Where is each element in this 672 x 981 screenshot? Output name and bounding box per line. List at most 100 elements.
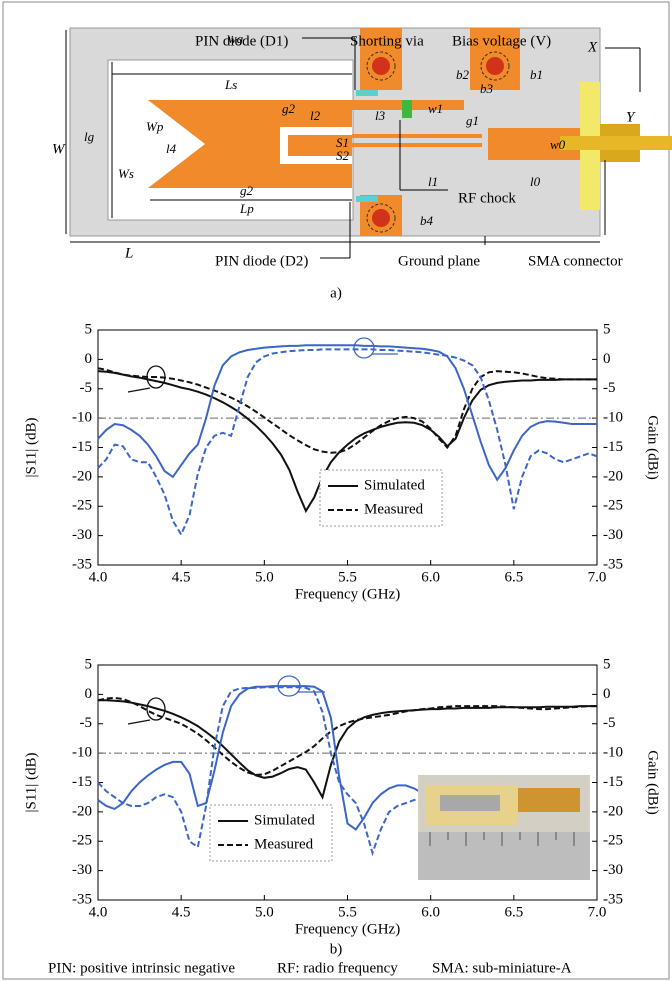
x-tick-label: 7.0 — [588, 569, 607, 585]
label: b2 — [456, 67, 470, 82]
x-tick-label: 5.0 — [255, 569, 274, 585]
legend-box — [319, 469, 443, 527]
label: S1 — [336, 135, 349, 150]
y-tick-label: -5 — [80, 380, 93, 396]
label: l1 — [428, 174, 438, 189]
curve-marker — [353, 337, 375, 359]
y-tick-label: -10 — [72, 745, 92, 761]
series-line — [97, 348, 598, 537]
y2-tick-label: -20 — [603, 468, 623, 484]
label: b1 — [530, 67, 543, 82]
y2-tick-label: -10 — [603, 410, 623, 426]
y-tick-label: -30 — [72, 527, 92, 543]
curve-marker — [146, 365, 166, 389]
y2-tick-label: 0 — [603, 686, 611, 702]
label: Ws — [118, 166, 134, 181]
label: lg — [84, 129, 95, 144]
y-tick-label: -35 — [72, 891, 92, 907]
x-tick-label: 6.5 — [504, 904, 523, 920]
caption: b) — [330, 941, 343, 957]
series-line — [97, 686, 431, 857]
via — [372, 57, 390, 75]
x-axis-label: Frequency (GHz) — [295, 586, 400, 602]
y2-tick-label: -25 — [603, 498, 623, 514]
label: g2 — [240, 183, 254, 198]
x-tick-label: 5.0 — [255, 904, 274, 920]
x-tick-label: 5.5 — [338, 569, 357, 585]
via-ring — [366, 51, 396, 81]
y2-tick-label: -30 — [603, 862, 623, 878]
y-tick-label: -25 — [72, 833, 92, 849]
label: X — [587, 39, 598, 55]
arrow — [127, 387, 151, 393]
pin-diode — [356, 196, 378, 202]
y-tick-label: 0 — [85, 351, 93, 367]
label: Y — [626, 109, 636, 125]
legend-box — [209, 804, 333, 862]
label: g2 — [282, 101, 296, 116]
y2-axis-label: Gain (dBi) — [645, 750, 661, 815]
patch — [148, 100, 352, 188]
label: PIN diode (D2) — [215, 253, 308, 269]
antenna-diagram: PIN diode (D1) Shorting via Bias voltage… — [52, 27, 672, 301]
x-tick-label: 5.5 — [338, 904, 357, 920]
y2-tick-label: -15 — [603, 439, 623, 455]
series-line — [97, 370, 597, 514]
legend-label: Simulated — [254, 812, 315, 828]
curve-marker — [277, 675, 301, 697]
label: L — [124, 245, 133, 261]
x-tick-label: 6.0 — [421, 904, 440, 920]
dimension-lines — [65, 30, 641, 259]
footnote: RF: radio frequency — [277, 960, 398, 976]
curve-marker — [146, 697, 166, 721]
via — [372, 209, 390, 227]
y-tick-label: -35 — [72, 556, 92, 572]
y2-tick-label: -5 — [603, 715, 616, 731]
y-tick-label: -30 — [72, 862, 92, 878]
photo-inset — [418, 775, 590, 880]
label: l2 — [310, 108, 321, 123]
y-tick-label: -20 — [72, 803, 92, 819]
x-tick-label: 6.5 — [504, 569, 523, 585]
x-tick-label: 4.0 — [89, 904, 108, 920]
x-tick-label: 4.5 — [172, 569, 191, 585]
y2-tick-label: -35 — [603, 891, 623, 907]
patch-slot — [280, 127, 352, 135]
y-tick-label: -15 — [72, 439, 92, 455]
series-line — [97, 696, 597, 776]
y-tick-label: -15 — [72, 774, 92, 790]
label: l4 — [166, 141, 177, 156]
y-axis-label: |S11| (dB) — [23, 752, 39, 812]
legend-label: Measured — [254, 836, 314, 852]
y-tick-label: 0 — [85, 686, 93, 702]
y-tick-label: -5 — [80, 715, 93, 731]
feed-strip — [352, 143, 482, 147]
label: W — [52, 141, 66, 157]
y2-tick-label: -30 — [603, 527, 623, 543]
y2-tick-label: -35 — [603, 556, 623, 572]
label: Ls — [224, 77, 237, 92]
x-axis-label: Frequency (GHz) — [295, 921, 400, 937]
y-tick-label: -25 — [72, 498, 92, 514]
via — [486, 57, 504, 75]
y2-tick-label: 5 — [603, 321, 611, 337]
y-tick-label: -10 — [72, 410, 92, 426]
via-ring — [366, 203, 396, 233]
y2-tick-label: -20 — [603, 803, 623, 819]
charts: -35 -30 -25 -20 -15 -10 -5 0 5 -35 -30 -25 -20 -15 -10… — [23, 321, 660, 937]
x-tick-label: 7.0 — [588, 904, 607, 920]
label: Lp — [239, 201, 254, 216]
y2-tick-label: 5 — [603, 656, 611, 672]
patch-slot — [280, 156, 352, 164]
y-tick-label: 5 — [85, 321, 93, 337]
label: b3 — [480, 81, 494, 96]
label: g1 — [466, 113, 479, 128]
annotations — [127, 337, 398, 725]
legend-label: Measured — [364, 501, 424, 517]
plot-frame — [97, 329, 598, 566]
label: SMA connector — [528, 253, 623, 269]
label: b4 — [420, 213, 434, 228]
x-tick-label: 4.0 — [89, 569, 108, 585]
